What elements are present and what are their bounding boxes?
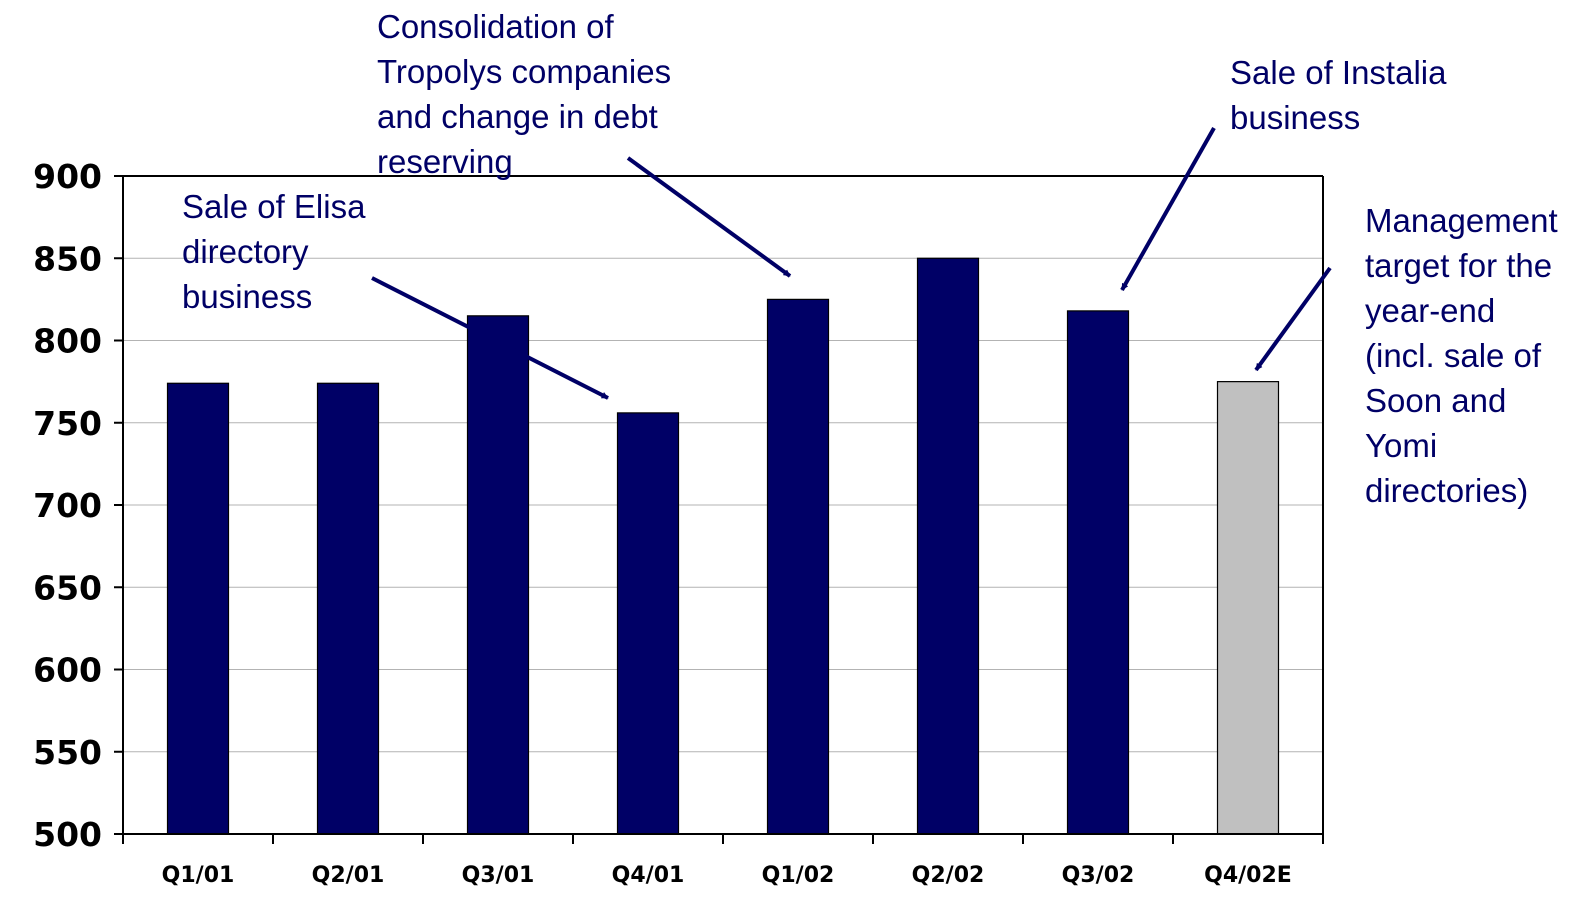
annotation-text-line: business xyxy=(1230,99,1360,136)
annotation-text-line: year-end xyxy=(1365,292,1495,329)
y-tick-label: 900 xyxy=(33,157,102,196)
y-tick-label: 650 xyxy=(33,568,102,607)
annotation-text-line: Management xyxy=(1365,202,1558,239)
x-tick-label: Q1/01 xyxy=(162,863,235,888)
annotation-q3-02: Sale of Instalia business xyxy=(1120,54,1447,291)
annotation-q4-01: Sale of Elisa directory business xyxy=(182,188,609,400)
y-tick-label: 850 xyxy=(33,239,102,278)
axes xyxy=(114,175,1324,844)
annotation-text-line: reserving xyxy=(377,143,513,180)
y-tick-label: 700 xyxy=(33,486,102,525)
bar-q4-01 xyxy=(616,412,680,835)
x-tick-label: Q1/02 xyxy=(762,863,835,888)
y-tick-label: 750 xyxy=(33,404,102,443)
y-tick-label: 800 xyxy=(33,322,102,361)
x-tick-label: Q3/01 xyxy=(462,863,535,888)
bar-q1-01 xyxy=(166,382,230,835)
x-tick-label: Q3/02 xyxy=(1062,863,1135,888)
annotation-text-line: Consolidation of xyxy=(377,8,614,45)
x-tick-label: Q2/02 xyxy=(912,863,985,888)
annotation-text-line: (incl. sale of xyxy=(1365,337,1542,374)
annotation-q1-02: Consolidation of Tropolys companies and ch… xyxy=(377,8,792,278)
bar-q1-02 xyxy=(766,298,830,835)
y-tick-label: 500 xyxy=(33,815,102,854)
bar-q3-01 xyxy=(466,315,530,835)
annotation-text-line: Tropolys companies xyxy=(377,53,671,90)
x-tick-labels: Q1/01 Q2/01 Q3/01 Q4/01 Q1/02 Q2/02 Q3/02 Q4/02… xyxy=(162,863,1292,888)
y-tick-label: 600 xyxy=(33,651,102,690)
x-tick-label: Q2/01 xyxy=(312,863,385,888)
annotation-text-line: Soon and xyxy=(1365,382,1506,419)
annotation-arrow xyxy=(626,156,792,278)
bar-q2-02 xyxy=(916,257,980,835)
bar-q4-02e xyxy=(1216,381,1280,835)
x-tick-label: Q4/01 xyxy=(612,863,685,888)
annotation-q4-02e: Management target for the year-end (incl. s… xyxy=(1254,202,1558,509)
annotation-arrow xyxy=(1254,266,1332,372)
annotation-text-line: business xyxy=(182,278,312,315)
y-tick-labels: 900 850 800 750 700 650 600 550 500 xyxy=(33,157,102,854)
annotation-text-line: Yomi xyxy=(1365,427,1437,464)
annotation-arrow xyxy=(371,276,609,400)
annotation-text-line: and change in debt xyxy=(377,98,658,135)
annotation-text-line: directory xyxy=(182,233,309,270)
bar-q3-02 xyxy=(1066,310,1130,835)
bar-q2-01 xyxy=(316,382,380,835)
annotation-text-line: directories) xyxy=(1365,472,1528,509)
annotations: Sale of Elisa directory business Consolidat… xyxy=(182,8,1558,509)
y-tick-label: 550 xyxy=(33,733,102,772)
annotation-arrow xyxy=(1120,127,1216,291)
annotation-text-line: Sale of Elisa xyxy=(182,188,366,225)
annotation-text-line: Sale of Instalia xyxy=(1230,54,1447,91)
x-tick-label: Q4/02E xyxy=(1204,863,1292,888)
annotation-text-line: target for the xyxy=(1365,247,1552,284)
bars xyxy=(166,257,1280,835)
